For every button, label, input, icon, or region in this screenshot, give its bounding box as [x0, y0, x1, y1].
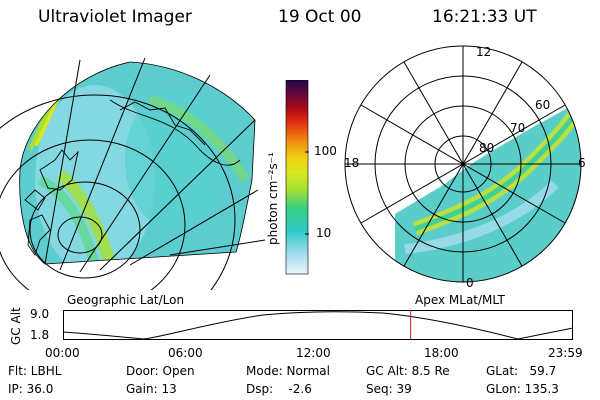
- altitude-ylabel: GC Alt: [9, 307, 23, 345]
- mlt-label-18: 18: [344, 156, 360, 170]
- lat-label-80: 80: [479, 141, 495, 155]
- geographic-image: [0, 57, 266, 290]
- altitude-ytick-high: 9.0: [30, 307, 50, 321]
- date-label: 19 Oct 00: [278, 7, 362, 27]
- status-glat: GLat: 59.7: [486, 364, 557, 378]
- altitude-xtick-1800: 18:00: [424, 346, 459, 360]
- altitude-ytick-low: 1.8: [30, 328, 50, 342]
- time-label: 16:21:33 UT: [432, 7, 537, 27]
- apex-label: Apex MLat/MLT: [415, 293, 505, 307]
- colorbar-tick-10: 10: [316, 226, 332, 240]
- altitude-curve: [63, 311, 574, 340]
- mlt-label-6: 6: [578, 156, 586, 170]
- lat-label-70: 70: [510, 121, 526, 135]
- colorbar: [285, 80, 309, 275]
- colorbar-tick-100: 100: [314, 144, 337, 158]
- status-door: Door: Open: [126, 364, 195, 378]
- status-dsp: Dsp: -2.6: [246, 382, 312, 396]
- status-seq: Seq: 39: [366, 382, 412, 396]
- lat-label-60: 60: [535, 98, 551, 112]
- altitude-plot: [63, 310, 574, 340]
- status-ip: IP: 36.0: [8, 382, 54, 396]
- status-glon: GLon: 135.3: [486, 382, 559, 396]
- mlt-label-0: 0: [466, 276, 474, 290]
- status-gc-alt: GC Alt: 8.5 Re: [366, 364, 450, 378]
- colorbar-unit-label: photon cm⁻²s⁻¹: [266, 152, 280, 245]
- polar-plot: [344, 45, 582, 283]
- altitude-xtick-1200: 12:00: [296, 346, 331, 360]
- instrument-title: Ultraviolet Imager: [38, 7, 192, 27]
- status-flt: Flt: LBHL: [8, 364, 62, 378]
- status-mode: Mode: Normal: [246, 364, 330, 378]
- mlt-label-12: 12: [476, 45, 492, 59]
- altitude-xtick-2359: 23:59: [548, 346, 583, 360]
- status-gain: Gain: 13: [126, 382, 177, 396]
- altitude-xtick-0000: 00:00: [45, 346, 80, 360]
- altitude-xtick-0600: 06:00: [168, 346, 203, 360]
- geographic-label: Geographic Lat/Lon: [67, 293, 185, 307]
